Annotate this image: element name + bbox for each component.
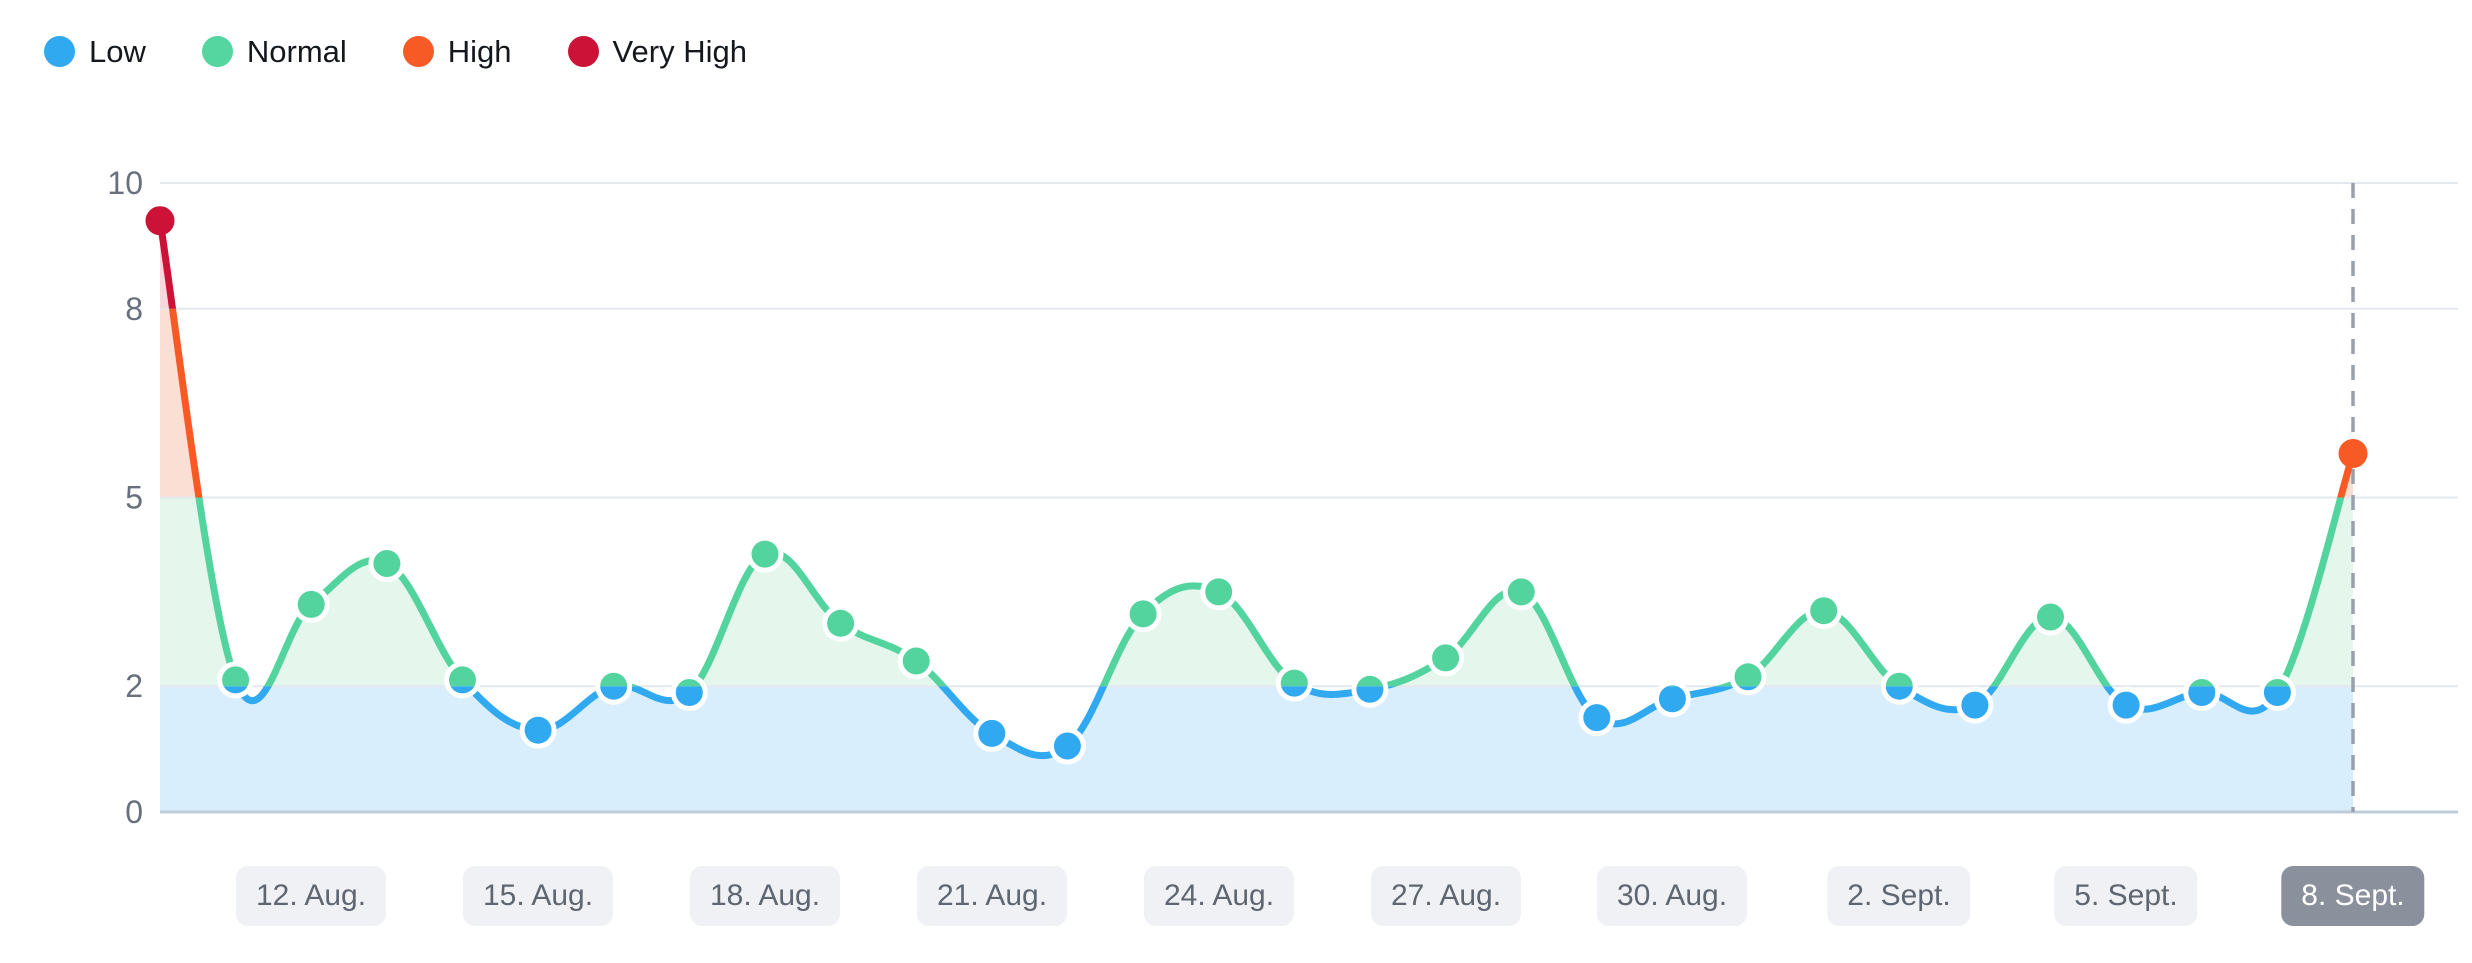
x-tick-30-aug[interactable]: 30. Aug. xyxy=(1596,866,1748,926)
y-tick-label: 10 xyxy=(107,165,143,201)
data-point-marker[interactable] xyxy=(297,590,325,618)
data-point-marker[interactable] xyxy=(2112,691,2140,719)
x-tick-2-sept[interactable]: 2. Sept. xyxy=(1827,866,1971,926)
data-point-marker[interactable] xyxy=(1734,663,1762,690)
data-point-marker[interactable] xyxy=(1885,672,1913,700)
data-point-marker[interactable] xyxy=(902,647,930,675)
data-point-marker[interactable] xyxy=(1356,676,1384,703)
area-fill-normal xyxy=(160,497,2353,687)
data-point-marker[interactable] xyxy=(1281,670,1308,697)
legend-label: High xyxy=(447,34,512,69)
x-tick-12-aug[interactable]: 12. Aug. xyxy=(235,866,387,926)
legend-dot-icon xyxy=(201,36,233,67)
data-point-marker[interactable] xyxy=(1129,600,1157,628)
data-point-marker[interactable] xyxy=(1810,597,1838,625)
legend-label: Normal xyxy=(246,34,347,69)
y-tick-label: 2 xyxy=(125,668,143,704)
data-point-marker[interactable] xyxy=(751,540,779,568)
legend-item-normal[interactable]: Normal xyxy=(201,34,347,69)
x-tick-label: 12. Aug. xyxy=(255,879,367,912)
data-point-marker[interactable] xyxy=(1205,578,1233,606)
legend-label: Very High xyxy=(612,34,747,69)
data-point-marker[interactable] xyxy=(1583,704,1611,732)
x-tick-label: 5. Sept. xyxy=(2074,879,2178,912)
x-tick-21-aug[interactable]: 21. Aug. xyxy=(916,866,1068,926)
data-point-marker[interactable] xyxy=(1735,663,1762,691)
data-point-marker[interactable] xyxy=(2188,679,2215,706)
data-point-marker[interactable] xyxy=(222,666,250,693)
data-point-marker[interactable] xyxy=(1659,685,1686,712)
data-point-marker[interactable] xyxy=(2037,603,2064,631)
x-tick-label: 8. Sept. xyxy=(2301,879,2405,912)
data-point-marker[interactable] xyxy=(600,672,628,700)
legend-dot-icon xyxy=(44,36,75,67)
area-fill-low xyxy=(160,686,2353,812)
data-point-marker[interactable] xyxy=(1885,673,1913,700)
data-point-marker[interactable] xyxy=(2263,679,2291,706)
data-point-marker[interactable] xyxy=(2188,679,2216,706)
data-point-marker[interactable] xyxy=(145,206,175,236)
legend-item-very-high[interactable]: Very High xyxy=(567,34,747,69)
x-tick-27-aug[interactable]: 27. Aug. xyxy=(1370,866,1522,926)
data-point-marker[interactable] xyxy=(1053,732,1081,760)
data-point-marker[interactable] xyxy=(2338,439,2368,468)
x-tick-label: 2. Sept. xyxy=(1847,879,1951,912)
x-tick-8-sept[interactable]: 8. Sept. xyxy=(2281,866,2425,926)
data-point-marker[interactable] xyxy=(1280,669,1308,697)
legend-dot-icon xyxy=(567,36,599,67)
y-tick-label: 0 xyxy=(125,794,143,830)
data-point-marker[interactable] xyxy=(1961,691,1989,719)
x-tick-18-aug[interactable]: 18. Aug. xyxy=(689,866,841,926)
data-point-marker[interactable] xyxy=(222,666,249,694)
data-point-marker[interactable] xyxy=(600,673,628,700)
x-tick-label: 30. Aug. xyxy=(1616,879,1728,912)
data-point-marker[interactable] xyxy=(676,679,703,706)
legend-item-high[interactable]: High xyxy=(402,34,512,69)
legend-label: Low xyxy=(89,34,146,69)
x-tick-label: 27. Aug. xyxy=(1390,879,1502,912)
x-tick-label: 18. Aug. xyxy=(709,879,821,912)
data-point-marker[interactable] xyxy=(449,666,476,694)
x-tick-5-sept[interactable]: 5. Sept. xyxy=(2054,866,2198,926)
legend-item-low[interactable]: Low xyxy=(44,36,146,67)
data-point-marker[interactable] xyxy=(1507,578,1535,606)
data-point-marker[interactable] xyxy=(524,716,552,744)
y-tick-label: 8 xyxy=(125,291,143,327)
data-point-marker[interactable] xyxy=(978,719,1006,747)
data-point-marker[interactable] xyxy=(1356,675,1384,703)
legend: Low Normal High Very High xyxy=(44,36,747,67)
data-point-marker[interactable] xyxy=(373,550,401,577)
y-tick-label: 5 xyxy=(125,480,143,516)
data-point-marker[interactable] xyxy=(2264,679,2291,706)
x-tick-15-aug[interactable]: 15. Aug. xyxy=(462,866,614,926)
x-tick-label: 15. Aug. xyxy=(482,879,594,912)
data-point-marker[interactable] xyxy=(827,609,855,637)
legend-dot-icon xyxy=(402,36,434,67)
x-tick-label: 21. Aug. xyxy=(936,879,1048,912)
data-point-marker[interactable] xyxy=(449,666,476,693)
x-tick-label: 24. Aug. xyxy=(1163,879,1275,912)
x-tick-24-aug[interactable]: 24. Aug. xyxy=(1143,866,1295,926)
data-point-marker[interactable] xyxy=(1658,685,1686,713)
data-point-marker[interactable] xyxy=(1432,644,1460,672)
data-point-marker[interactable] xyxy=(675,679,703,706)
